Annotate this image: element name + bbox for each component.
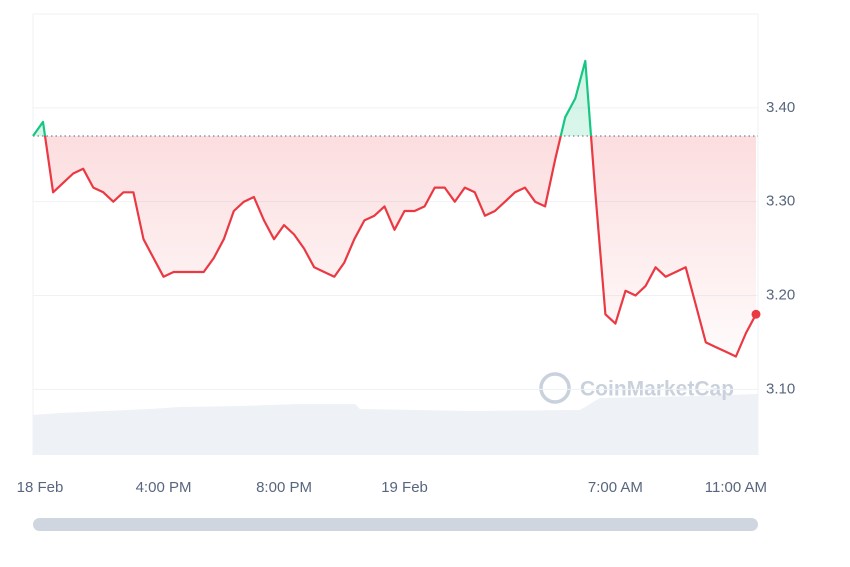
x-tick-label: 7:00 AM (588, 479, 643, 496)
scrollbar[interactable] (33, 518, 758, 531)
x-tick-label: 19 Feb (381, 479, 428, 496)
watermark: CoinMarketCap (539, 372, 734, 404)
y-tick-label: 3.20 (766, 286, 795, 303)
x-tick-label: 8:00 PM (256, 479, 312, 496)
volume-area (33, 394, 758, 455)
y-tick-label: 3.10 (766, 380, 795, 397)
y-tick-label: 3.30 (766, 193, 795, 210)
x-tick-label: 18 Feb (17, 479, 64, 496)
y-tick-label: 3.40 (766, 99, 795, 116)
x-tick-label: 11:00 AM (705, 479, 767, 496)
last-point (751, 309, 761, 319)
x-tick-label: 4:00 PM (136, 479, 192, 496)
price-line (32, 59, 757, 358)
area-down (33, 135, 756, 357)
